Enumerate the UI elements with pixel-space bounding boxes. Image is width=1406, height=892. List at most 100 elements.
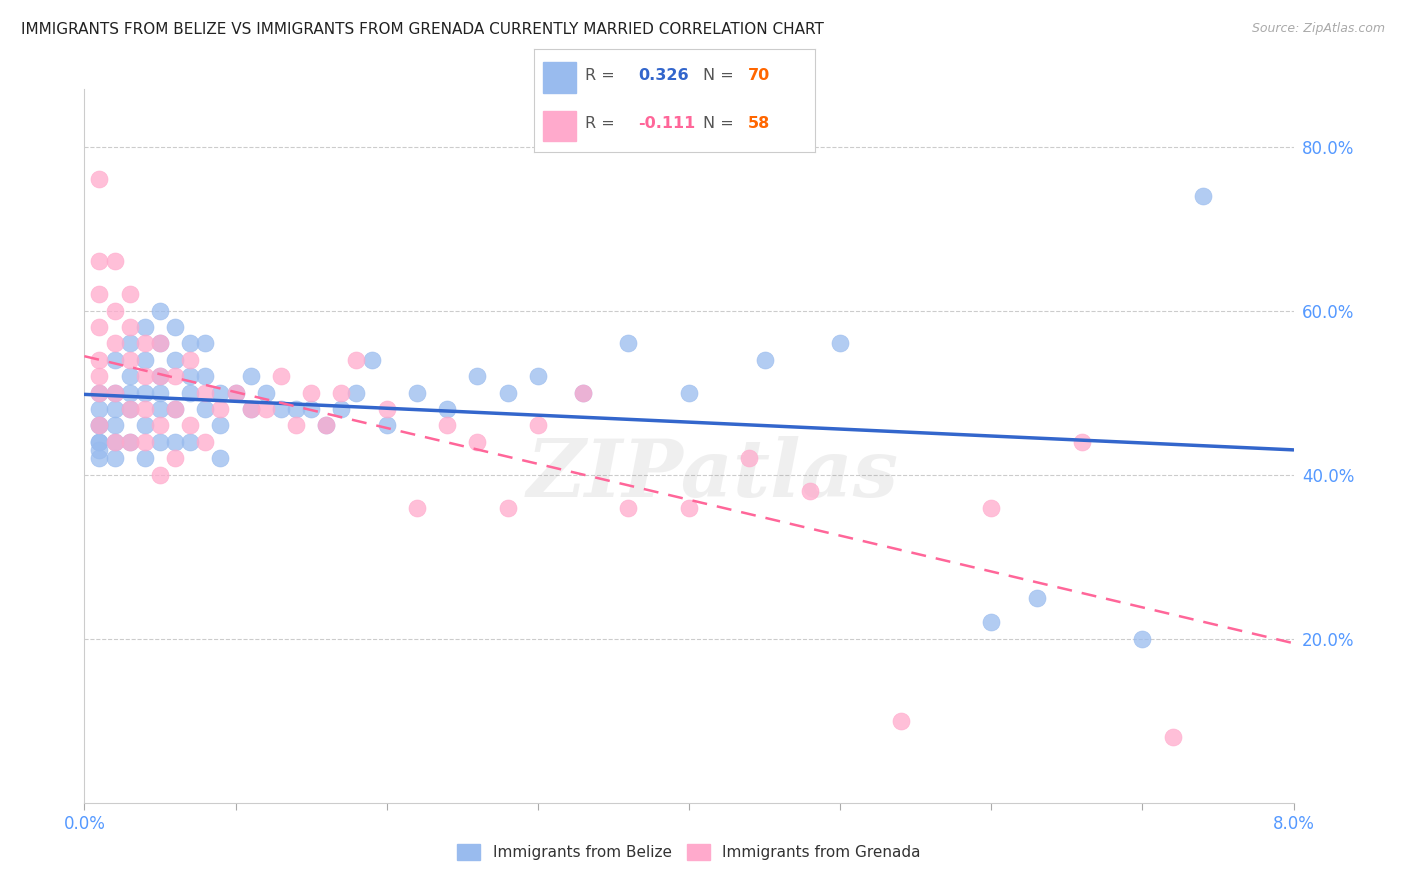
Point xyxy=(360,352,382,367)
Text: Source: ZipAtlas.com: Source: ZipAtlas.com xyxy=(1251,22,1385,36)
Point xyxy=(165,402,187,417)
Point xyxy=(118,336,141,351)
Point xyxy=(572,385,595,400)
Point xyxy=(134,352,156,367)
Point xyxy=(1161,730,1184,744)
Point xyxy=(134,451,156,466)
Text: R =: R = xyxy=(585,68,620,83)
Point xyxy=(149,303,172,318)
Point xyxy=(254,402,277,417)
Point xyxy=(194,336,217,351)
Point xyxy=(436,418,458,433)
Point xyxy=(270,369,292,384)
Point xyxy=(330,385,353,400)
Point xyxy=(406,385,429,400)
Point xyxy=(134,369,156,384)
Point xyxy=(89,418,111,433)
Point xyxy=(315,418,337,433)
Text: N =: N = xyxy=(703,68,740,83)
Point xyxy=(104,352,127,367)
Point xyxy=(285,402,308,417)
Point xyxy=(89,287,111,301)
Point xyxy=(527,369,550,384)
Point xyxy=(104,303,127,318)
Point xyxy=(315,418,337,433)
Point xyxy=(467,434,489,449)
Point xyxy=(980,615,1002,630)
Point xyxy=(617,336,640,351)
Point xyxy=(617,500,640,515)
Point xyxy=(285,418,308,433)
Point xyxy=(104,385,127,400)
Point xyxy=(118,402,141,417)
Point xyxy=(118,369,141,384)
Point xyxy=(104,336,127,351)
Point xyxy=(165,402,187,417)
Point xyxy=(436,402,458,417)
Point xyxy=(134,402,156,417)
Point xyxy=(89,385,111,400)
Point xyxy=(179,352,201,367)
Point xyxy=(118,434,141,449)
Text: 58: 58 xyxy=(748,117,770,131)
Point xyxy=(830,336,852,351)
Point xyxy=(104,451,127,466)
Legend: Immigrants from Belize, Immigrants from Grenada: Immigrants from Belize, Immigrants from … xyxy=(451,838,927,866)
Point xyxy=(118,352,141,367)
Point xyxy=(118,385,141,400)
Point xyxy=(149,418,172,433)
Point xyxy=(496,500,519,515)
Text: -0.111: -0.111 xyxy=(638,117,696,131)
Point xyxy=(149,336,172,351)
Point xyxy=(194,434,217,449)
Point xyxy=(89,320,111,334)
Point xyxy=(179,434,201,449)
Point xyxy=(209,418,232,433)
Point xyxy=(89,254,111,268)
Point xyxy=(1071,434,1094,449)
Point xyxy=(194,369,217,384)
Point xyxy=(134,320,156,334)
Point xyxy=(209,385,232,400)
Point xyxy=(179,369,201,384)
Point xyxy=(799,484,821,499)
Point xyxy=(89,352,111,367)
Point xyxy=(299,402,322,417)
Point xyxy=(209,402,232,417)
Point xyxy=(104,418,127,433)
Point xyxy=(678,500,700,515)
Point xyxy=(165,451,187,466)
Point xyxy=(104,434,127,449)
Point xyxy=(1192,189,1215,203)
Point xyxy=(270,402,292,417)
Point xyxy=(496,385,519,400)
Point xyxy=(134,336,156,351)
Text: N =: N = xyxy=(703,117,740,131)
Point xyxy=(1132,632,1154,646)
Point xyxy=(149,369,172,384)
Point xyxy=(239,402,262,417)
Point xyxy=(104,402,127,417)
Text: ZIPatlas: ZIPatlas xyxy=(527,436,900,513)
Point xyxy=(149,369,172,384)
Point xyxy=(118,402,141,417)
Point xyxy=(149,467,172,482)
Point xyxy=(89,451,111,466)
Point xyxy=(89,434,111,449)
Point xyxy=(254,385,277,400)
Point xyxy=(165,434,187,449)
Point xyxy=(89,385,111,400)
Point xyxy=(149,434,172,449)
Point xyxy=(104,385,127,400)
Point xyxy=(678,385,700,400)
Point xyxy=(225,385,247,400)
Point xyxy=(225,385,247,400)
Point xyxy=(527,418,550,433)
Point xyxy=(89,434,111,449)
Point xyxy=(104,434,127,449)
Point xyxy=(118,320,141,334)
Point xyxy=(738,451,761,466)
Text: 0.326: 0.326 xyxy=(638,68,689,83)
Point xyxy=(134,385,156,400)
Text: R =: R = xyxy=(585,117,620,131)
